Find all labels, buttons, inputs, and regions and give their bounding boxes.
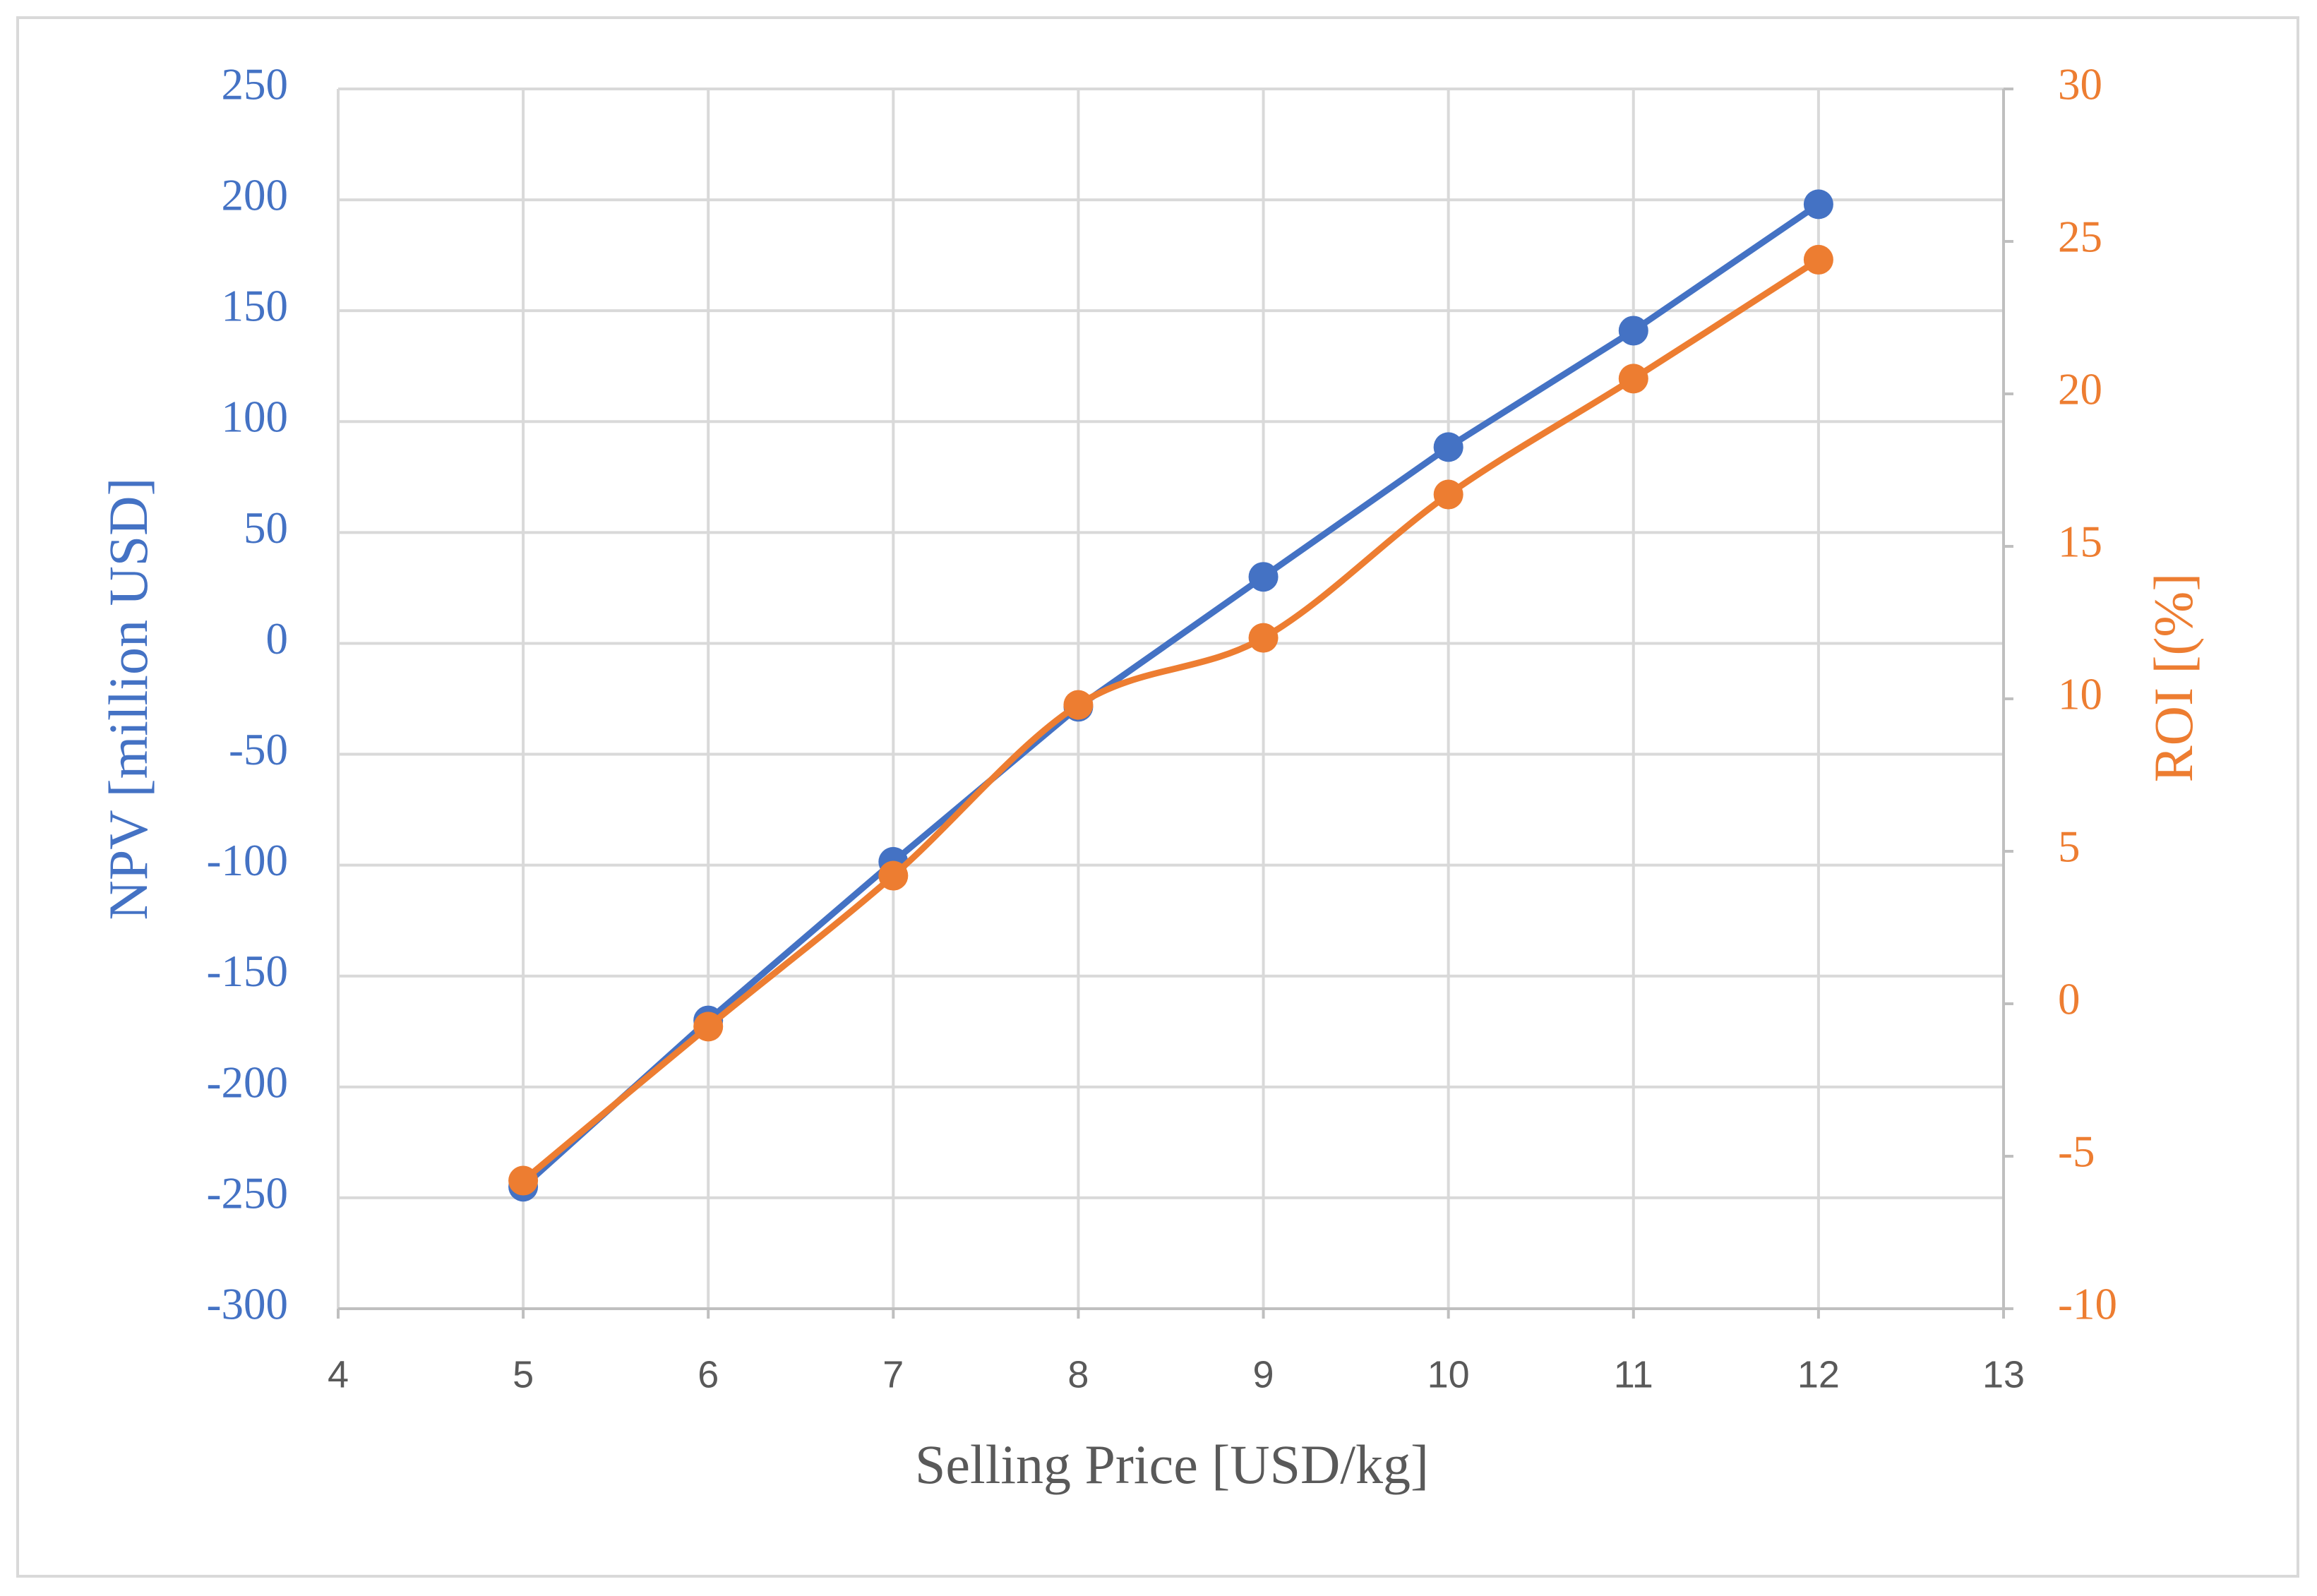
y2-axis-title: ROI [(%] — [2143, 573, 2204, 783]
data-point — [1248, 562, 1279, 592]
data-point — [1063, 690, 1094, 720]
chart-frame — [16, 16, 2299, 1578]
y2-tick-label: 30 — [2058, 59, 2102, 109]
y2-tick-label: -10 — [2058, 1279, 2117, 1328]
data-point — [1618, 364, 1648, 394]
x-tick-label: 6 — [698, 1353, 719, 1396]
y-tick-label: -100 — [207, 836, 288, 885]
series-line — [521, 201, 1821, 1189]
y-axis-title: NPV [million USD] — [97, 478, 159, 920]
y-tick-label: 50 — [244, 503, 288, 553]
y2-tick-label: 5 — [2058, 822, 2080, 871]
y-tick-label: -250 — [207, 1168, 288, 1218]
y-tick-label: 100 — [222, 392, 289, 442]
y2-tick-label: -5 — [2058, 1127, 2095, 1176]
x-tick-label: 11 — [1614, 1353, 1653, 1396]
data-point — [1433, 432, 1463, 462]
data-point — [1618, 316, 1648, 346]
x-tick-label: 12 — [1797, 1353, 1840, 1396]
data-point — [1803, 189, 1833, 220]
data-point — [878, 860, 909, 891]
series-line — [521, 257, 1821, 1184]
y2-tick-label: 0 — [2058, 974, 2080, 1024]
x-tick-label: 9 — [1253, 1353, 1274, 1396]
y2-tick-label: 15 — [2058, 517, 2102, 566]
y2-tick-label: 25 — [2058, 212, 2102, 261]
x-axis-title: Selling Price [USD/kg] — [915, 1434, 1429, 1495]
x-tick-label: 5 — [513, 1353, 534, 1396]
y-tick-label: -150 — [207, 947, 288, 996]
data-point — [508, 1165, 539, 1196]
y-tick-label: 150 — [222, 282, 289, 331]
y-tick-label: 250 — [222, 59, 289, 109]
data-point — [1803, 244, 1833, 275]
x-tick-label: 10 — [1427, 1353, 1470, 1396]
y-tick-label: -50 — [229, 725, 288, 774]
data-point — [1433, 479, 1463, 510]
y2-tick-label: 20 — [2058, 364, 2102, 414]
data-point — [693, 1012, 724, 1042]
x-tick-label: 13 — [1982, 1353, 2025, 1396]
y2-tick-label: 10 — [2058, 669, 2102, 719]
x-tick-label: 4 — [328, 1353, 349, 1396]
y-tick-label: 200 — [222, 171, 289, 220]
y-tick-label: -200 — [207, 1057, 288, 1107]
data-point — [1248, 623, 1279, 653]
y-tick-label: 0 — [266, 614, 289, 664]
y-tick-label: -300 — [207, 1279, 288, 1328]
x-tick-label: 8 — [1067, 1353, 1089, 1396]
x-tick-label: 7 — [882, 1353, 904, 1396]
